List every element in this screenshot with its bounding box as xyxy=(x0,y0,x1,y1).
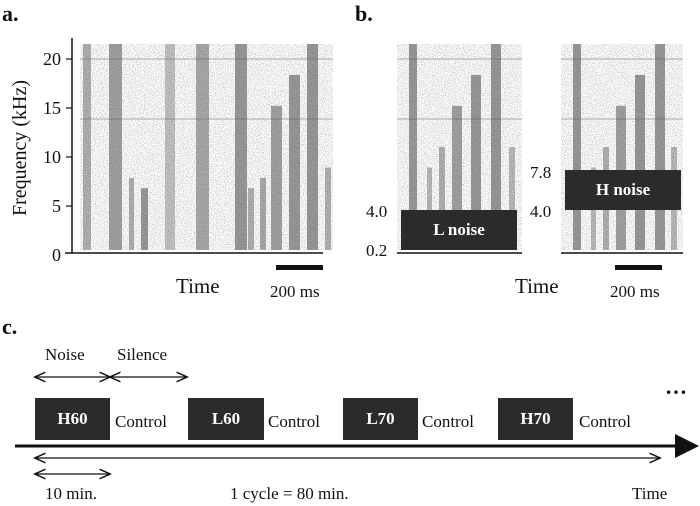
block-h60: H60 xyxy=(35,398,110,440)
syllable-stripe xyxy=(129,177,134,250)
block-l70: L70 xyxy=(343,398,418,440)
syllable-stripe xyxy=(635,74,645,251)
syllable-stripe xyxy=(248,188,254,250)
band-edge-label: 0.2 xyxy=(366,241,388,260)
block-h70: H70 xyxy=(498,398,573,440)
y-tick-label: 10 xyxy=(43,147,61,167)
panel-label-a: a. xyxy=(2,1,19,26)
y-axis-label-a: Frequency (kHz) xyxy=(9,79,31,217)
panel-label-b: b. xyxy=(355,1,373,26)
syllable-stripe xyxy=(271,105,282,250)
control-label: Control xyxy=(422,412,474,431)
syllable-stripe xyxy=(409,44,417,250)
syllable-stripe xyxy=(289,74,300,251)
scale-bar-label-a: 200 ms xyxy=(270,282,320,301)
cycle-label: 1 cycle = 80 min. xyxy=(230,484,349,503)
control-label: Control xyxy=(268,412,320,431)
control-label: Control xyxy=(115,412,167,431)
syllable-stripe xyxy=(165,44,175,250)
syllable-stripe xyxy=(655,44,665,250)
y-tick-label: 5 xyxy=(52,196,61,216)
band-edge-label: 4.0 xyxy=(530,202,552,221)
syllable-stripe xyxy=(471,74,481,251)
syllable-stripe xyxy=(452,105,462,250)
spectrogram-b-right xyxy=(561,44,683,251)
syllable-stripe xyxy=(573,44,581,250)
syllable-stripe xyxy=(427,167,432,250)
syllable-stripe xyxy=(325,167,331,250)
syllable-stripe xyxy=(235,44,247,250)
syllable-stripe xyxy=(491,44,501,250)
panel-label-c: c. xyxy=(2,314,18,339)
syllable-stripe xyxy=(83,44,91,250)
band-edge-label: 4.0 xyxy=(366,202,388,221)
control-label: Control xyxy=(579,412,631,431)
spectrogram-a xyxy=(80,44,333,251)
h-noise-band: H noise xyxy=(565,170,681,210)
y-tick-label: 15 xyxy=(43,98,61,118)
syllable-stripe xyxy=(141,188,148,250)
syllable-stripe xyxy=(196,44,209,250)
l-noise-band: L noise xyxy=(401,210,517,250)
ten-min-label: 10 min. xyxy=(45,484,97,503)
syllable-stripe xyxy=(307,44,318,250)
band-edge-label: 7.8 xyxy=(530,163,552,182)
time-label-c: Time xyxy=(632,484,668,503)
scale-bar-b xyxy=(615,265,662,270)
noise-label: Noise xyxy=(45,345,85,364)
syllable-stripe xyxy=(439,147,445,250)
syllable-stripe xyxy=(260,177,266,250)
scale-bar-label-b: 200 ms xyxy=(610,282,660,301)
block-l60: L60 xyxy=(188,398,264,440)
ellipsis: … xyxy=(665,374,687,399)
y-tick-label: 20 xyxy=(43,49,61,69)
syllable-stripe xyxy=(509,147,515,250)
syllable-stripe xyxy=(109,44,122,250)
y-tick-label: 0 xyxy=(52,245,61,265)
x-axis-label-a: Time xyxy=(176,274,220,298)
scale-bar-a xyxy=(276,265,323,270)
x-axis-label-b: Time xyxy=(515,274,559,298)
silence-label: Silence xyxy=(117,345,168,364)
